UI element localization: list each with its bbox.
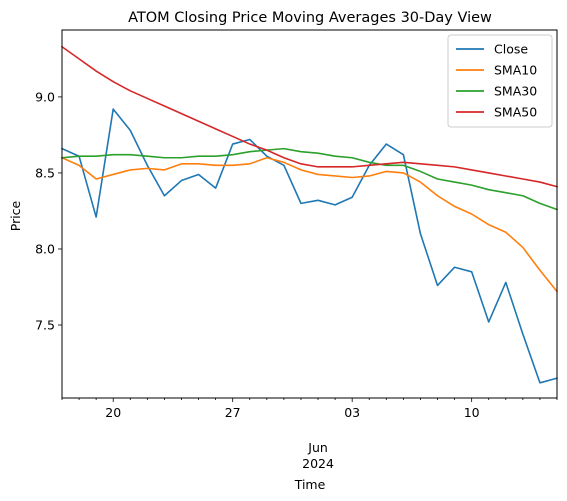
y-tick-label: 7.5 bbox=[35, 318, 55, 333]
plot-frame bbox=[61, 29, 558, 399]
plot-area bbox=[60, 29, 559, 399]
chart-title: ATOM Closing Price Moving Averages 30-Da… bbox=[128, 10, 492, 26]
series-line-sma50 bbox=[60, 45, 558, 188]
y-tick-label: 9.0 bbox=[35, 89, 55, 104]
x-tick-label: 27 bbox=[225, 405, 241, 420]
y-tick-label: 8.0 bbox=[35, 241, 55, 256]
x-tick-label: 10 bbox=[464, 405, 480, 420]
series-layer bbox=[60, 45, 559, 384]
legend-label-close: Close bbox=[494, 42, 528, 57]
series-line-sma10 bbox=[60, 156, 559, 293]
x-tick-label: 03 bbox=[344, 405, 360, 420]
y-axis: 7.5 8.0 8.5 9.0 bbox=[35, 89, 62, 333]
series-line-close bbox=[60, 108, 558, 384]
x-tick-label: 20 bbox=[105, 405, 121, 420]
x-axis-title: Time bbox=[294, 477, 326, 492]
x-month-label: Jun bbox=[307, 440, 328, 455]
legend-box bbox=[447, 34, 553, 128]
y-tick-label: 8.5 bbox=[35, 165, 55, 180]
legend-label-sma30: SMA30 bbox=[494, 84, 537, 99]
x-axis: 20 27 03 10 bbox=[61, 398, 558, 420]
y-axis-title: Price bbox=[8, 200, 23, 231]
series-line-sma30 bbox=[61, 147, 559, 211]
legend: Close SMA10 SMA30 SMA50 bbox=[447, 34, 553, 128]
legend-label-sma50: SMA50 bbox=[494, 105, 537, 120]
x-year-label: 2024 bbox=[302, 456, 334, 471]
legend-label-sma10: SMA10 bbox=[494, 63, 537, 78]
